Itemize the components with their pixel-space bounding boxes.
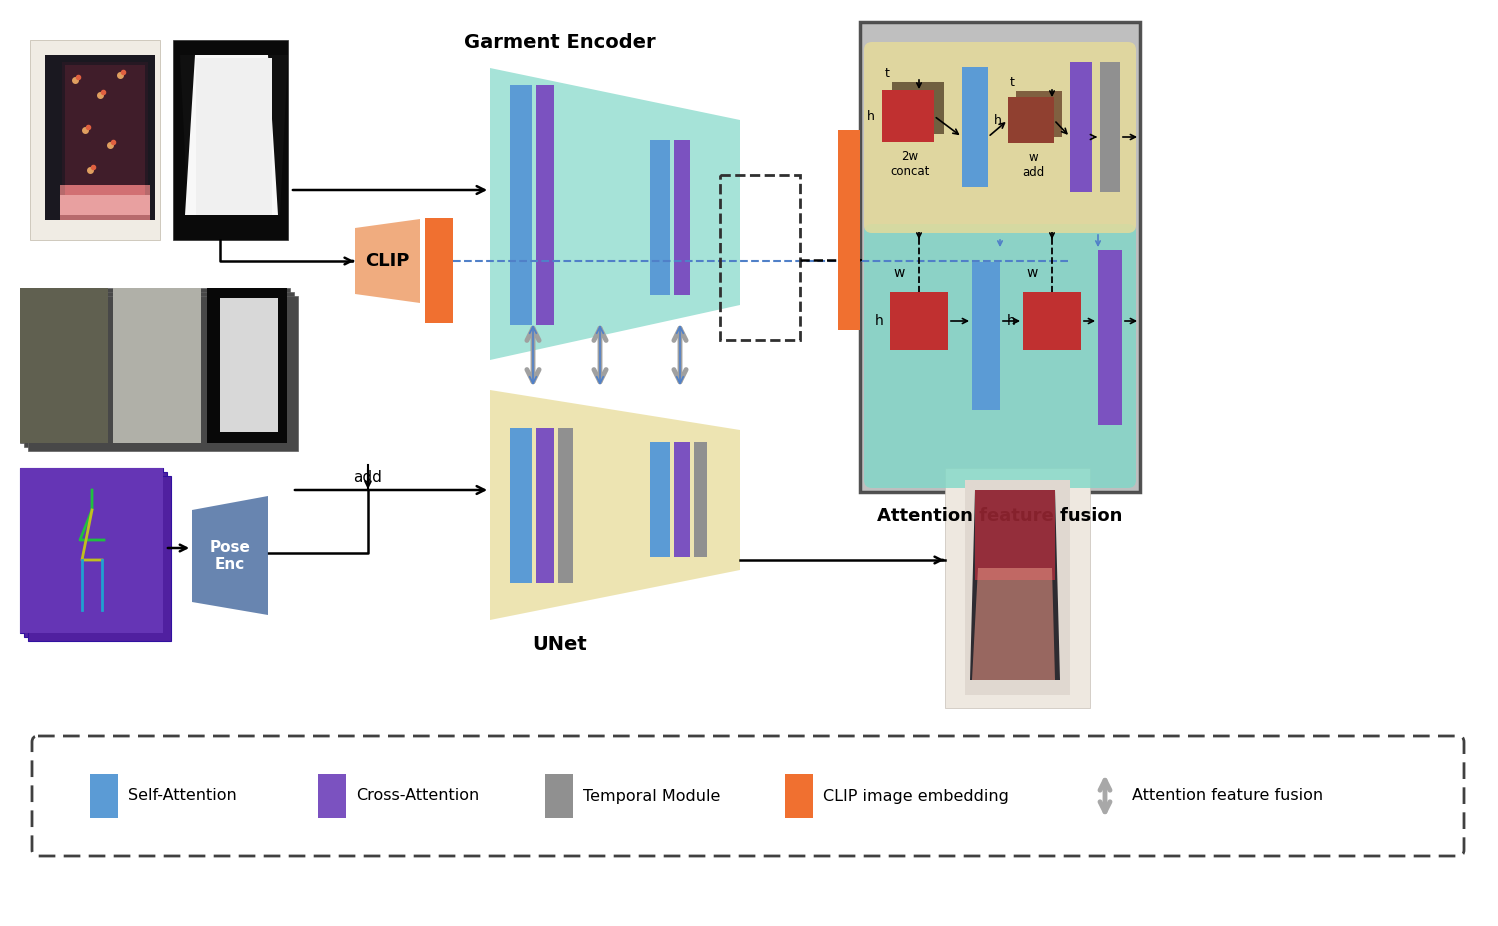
Bar [1100, 62, 1121, 192]
Text: Temporal Module: Temporal Module [583, 789, 721, 804]
Bar [60, 195, 150, 215]
Bar [945, 468, 1091, 708]
Text: CLIP image embedding: CLIP image embedding [822, 789, 1008, 804]
Polygon shape [60, 185, 150, 220]
Text: w: w [1026, 266, 1038, 280]
Text: t: t [885, 67, 890, 80]
Text: Pose
Enc: Pose Enc [210, 540, 250, 572]
Bar [112, 288, 201, 443]
Bar [972, 262, 1001, 410]
Bar [24, 292, 294, 447]
Bar [425, 218, 452, 323]
Polygon shape [180, 55, 288, 215]
Bar [1023, 292, 1082, 350]
Bar [891, 82, 944, 134]
Text: Attention feature fusion: Attention feature fusion [1132, 789, 1323, 804]
Bar [19, 288, 108, 443]
Polygon shape [45, 55, 154, 220]
Bar [1070, 62, 1092, 192]
Bar [785, 774, 813, 818]
Text: 2w
concat: 2w concat [890, 150, 930, 178]
Bar [24, 472, 166, 637]
Text: UNet: UNet [533, 635, 587, 654]
Bar [965, 480, 1070, 695]
Text: w: w [893, 266, 905, 280]
Bar [962, 67, 989, 187]
Bar [19, 288, 291, 443]
Bar [28, 296, 298, 451]
Bar [1098, 250, 1122, 425]
Text: Garment Encoder: Garment Encoder [464, 33, 656, 52]
Polygon shape [971, 490, 1061, 680]
Bar [509, 428, 532, 583]
Bar [536, 428, 554, 583]
Bar [536, 85, 554, 325]
Text: add: add [354, 470, 382, 485]
Polygon shape [490, 68, 740, 360]
Bar [694, 442, 707, 557]
FancyBboxPatch shape [864, 224, 1135, 488]
Bar [19, 468, 163, 633]
Text: Self-Attention: Self-Attention [127, 789, 237, 804]
Polygon shape [64, 65, 145, 195]
Bar [674, 442, 691, 557]
Polygon shape [192, 496, 268, 615]
Polygon shape [355, 219, 419, 303]
Bar [19, 468, 163, 633]
Polygon shape [220, 298, 279, 432]
Bar [90, 774, 118, 818]
Bar [207, 288, 288, 443]
Text: CLIP: CLIP [366, 252, 409, 270]
Text: t: t [1010, 76, 1014, 89]
Bar [28, 476, 171, 641]
Bar [318, 774, 346, 818]
Bar [674, 140, 691, 295]
Text: h: h [867, 109, 875, 122]
Polygon shape [61, 62, 148, 185]
Bar [650, 442, 670, 557]
Text: h: h [1007, 314, 1016, 328]
FancyBboxPatch shape [864, 42, 1135, 233]
Text: Cross-Attention: Cross-Attention [357, 789, 479, 804]
Bar [557, 428, 574, 583]
Bar [882, 90, 933, 142]
Bar [860, 22, 1140, 492]
Bar [172, 40, 288, 240]
Bar [30, 40, 160, 240]
Text: h: h [875, 314, 882, 328]
Bar [509, 85, 532, 325]
Polygon shape [490, 390, 740, 620]
Text: w
add: w add [1022, 151, 1044, 179]
Text: h: h [995, 114, 1002, 127]
Bar [837, 130, 860, 330]
FancyBboxPatch shape [31, 736, 1464, 856]
Bar [890, 292, 948, 350]
Bar [650, 140, 670, 295]
Bar [1008, 97, 1055, 143]
Bar [545, 774, 574, 818]
Polygon shape [184, 55, 279, 215]
Polygon shape [972, 568, 1055, 680]
Text: Attention feature fusion: Attention feature fusion [878, 507, 1122, 525]
Polygon shape [975, 490, 1055, 580]
Polygon shape [195, 55, 268, 215]
Bar [1016, 91, 1062, 137]
Polygon shape [196, 58, 273, 215]
